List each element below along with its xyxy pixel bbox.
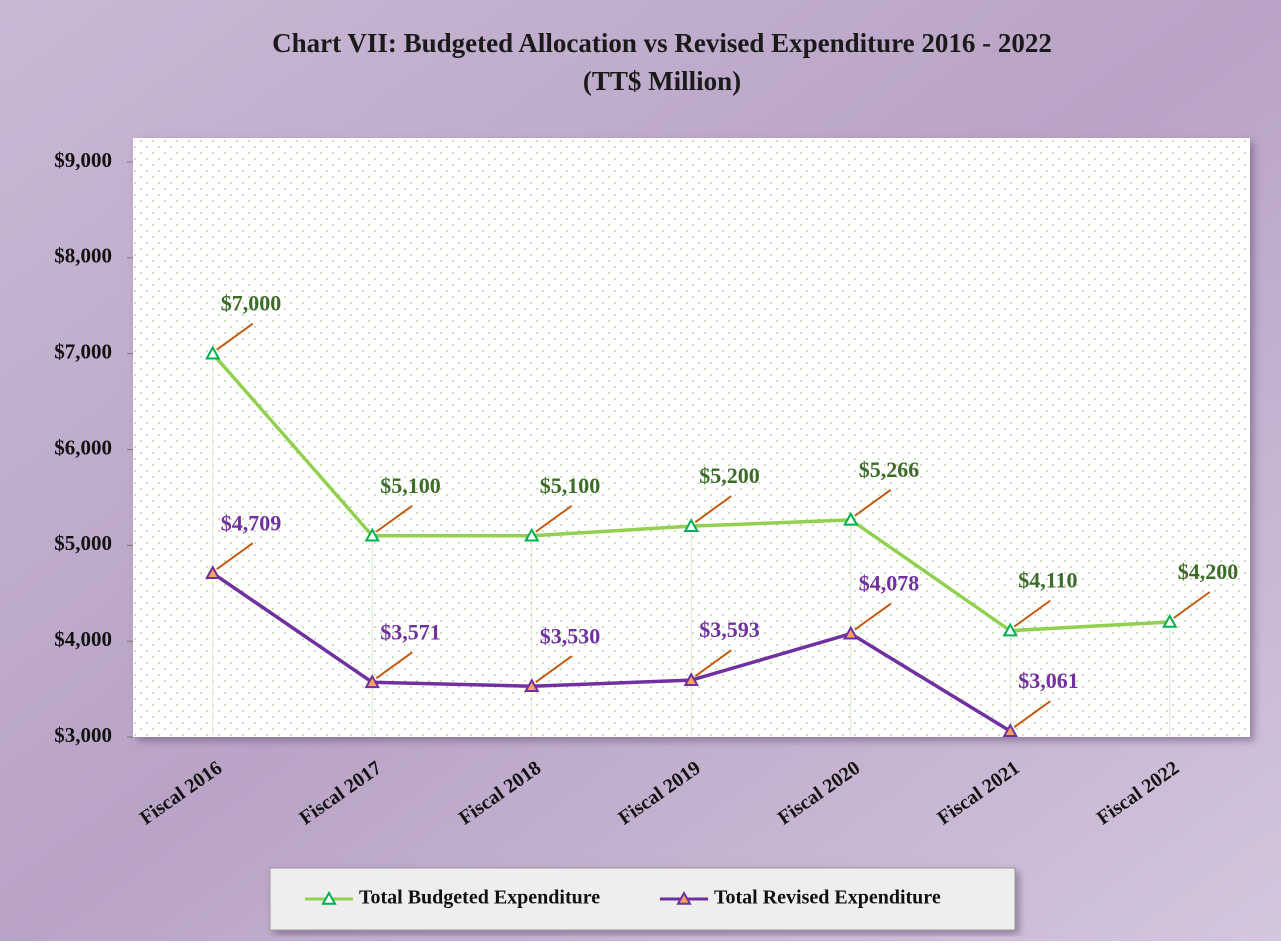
legend bbox=[269, 867, 1016, 931]
chart-subtitle: (TT$ Million) bbox=[583, 66, 741, 96]
legend-marker bbox=[676, 890, 692, 905]
y-tick-label: $8,000 bbox=[54, 244, 112, 268]
leader-line bbox=[854, 602, 892, 631]
y-tick-label: $6,000 bbox=[54, 435, 112, 459]
marker bbox=[1162, 613, 1178, 628]
series-line bbox=[211, 571, 1012, 733]
data-label: $3,571 bbox=[380, 619, 441, 644]
marker bbox=[524, 678, 540, 693]
marker bbox=[1002, 622, 1018, 637]
marker bbox=[205, 345, 221, 360]
y-tick-label: $5,000 bbox=[54, 531, 112, 555]
data-label: $3,061 bbox=[1018, 668, 1079, 693]
legend-label: Total Revised Expenditure bbox=[714, 887, 941, 909]
y-tick-label: $4,000 bbox=[54, 627, 112, 651]
marker bbox=[205, 565, 221, 580]
y-tick-label: $3,000 bbox=[54, 723, 112, 747]
leader-line bbox=[375, 651, 413, 680]
data-label: $4,110 bbox=[1018, 568, 1077, 593]
leader-line bbox=[535, 655, 573, 684]
leader-line bbox=[1013, 700, 1051, 728]
leader-line bbox=[375, 504, 413, 533]
data-label: $5,100 bbox=[540, 473, 601, 498]
leader-line bbox=[1173, 591, 1211, 619]
data-label: $4,078 bbox=[859, 571, 920, 596]
data-label: $5,100 bbox=[380, 473, 441, 498]
marker bbox=[843, 625, 859, 640]
chart-title: Chart VII: Budgeted Allocation vs Revise… bbox=[272, 28, 1052, 58]
marker bbox=[683, 518, 699, 532]
marker bbox=[843, 511, 859, 526]
data-label: $5,266 bbox=[859, 457, 920, 482]
legend-marker bbox=[321, 890, 337, 905]
legend-label: Total Budgeted Expenditure bbox=[359, 887, 600, 909]
leader-line bbox=[694, 495, 732, 523]
leader-line bbox=[1013, 599, 1051, 628]
marker bbox=[364, 527, 380, 542]
y-tick-label: $9,000 bbox=[54, 148, 112, 172]
data-label: $3,530 bbox=[540, 623, 601, 648]
y-tick-label: $7,000 bbox=[54, 339, 112, 363]
data-label: $3,593 bbox=[699, 617, 760, 642]
data-label: $7,000 bbox=[221, 291, 282, 316]
marker bbox=[683, 672, 699, 686]
marker bbox=[524, 527, 540, 542]
marker bbox=[364, 674, 380, 689]
leader-line bbox=[694, 649, 732, 677]
leader-line bbox=[854, 489, 892, 517]
leader-line bbox=[216, 542, 254, 571]
data-label: $5,200 bbox=[699, 463, 760, 488]
leader-line bbox=[216, 322, 254, 351]
leader-line bbox=[535, 504, 573, 533]
data-label: $4,200 bbox=[1178, 559, 1239, 584]
data-label: $4,709 bbox=[221, 510, 282, 535]
marker bbox=[1002, 723, 1018, 737]
